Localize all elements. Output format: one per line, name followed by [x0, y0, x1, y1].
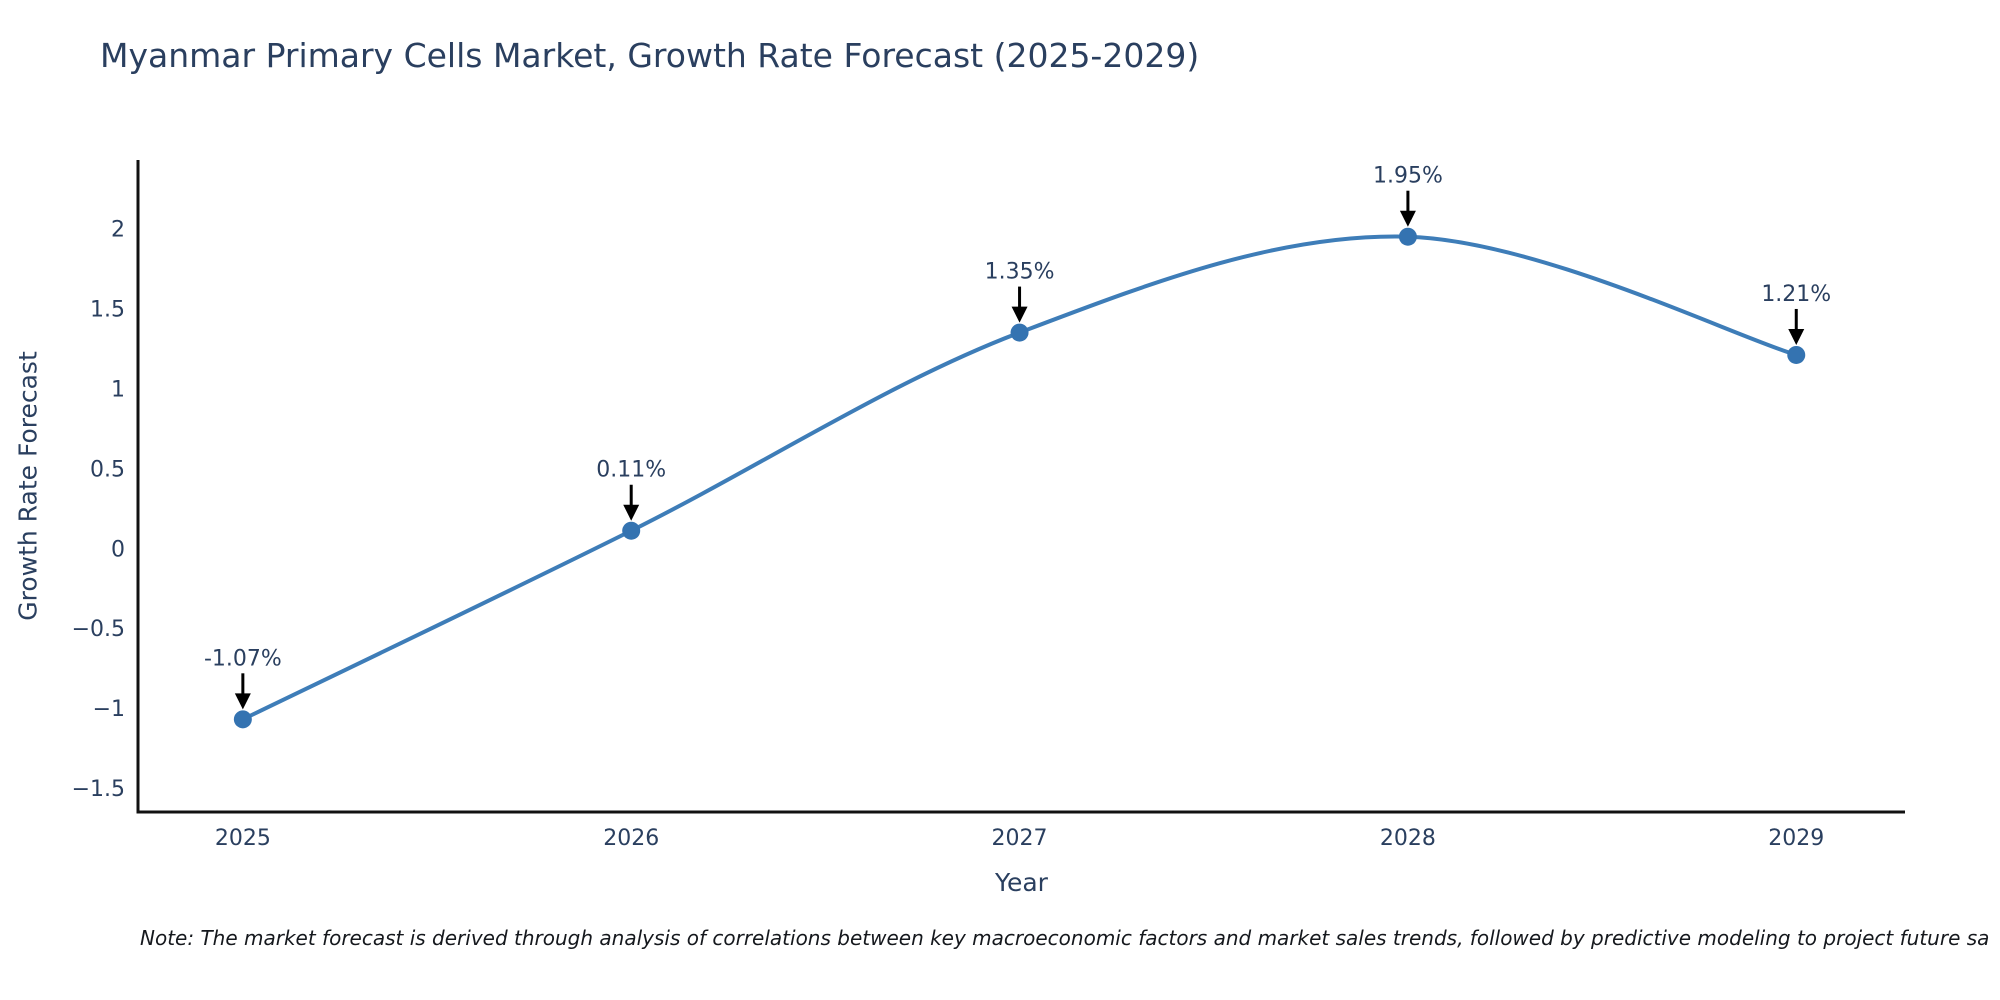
- x-tick-label: 2029: [1768, 826, 1824, 851]
- y-tick-label: −0.5: [72, 617, 125, 642]
- x-tick-label: 2026: [603, 826, 659, 851]
- y-tick-label: −1.5: [72, 777, 125, 802]
- data-point-marker: [1787, 345, 1806, 364]
- data-point-marker: [1010, 323, 1029, 342]
- annotation-arrow-head: [1788, 328, 1805, 345]
- y-tick-label: 1.5: [90, 298, 125, 323]
- annotation-arrow-head: [1011, 306, 1028, 323]
- x-tick-label: 2025: [215, 826, 271, 851]
- data-point-marker: [233, 710, 252, 729]
- y-tick-label: −1: [93, 697, 125, 722]
- y-tick-label: 0.5: [90, 457, 125, 482]
- data-point-label: 1.95%: [1373, 164, 1443, 189]
- data-point-marker: [622, 521, 641, 540]
- data-point-label: -1.07%: [204, 646, 282, 671]
- x-axis-title: Year: [995, 868, 1048, 897]
- y-tick-label: 0: [111, 537, 125, 562]
- y-tick-label: 1: [111, 378, 125, 403]
- data-point-label: 1.35%: [985, 260, 1055, 285]
- x-tick-label: 2028: [1380, 826, 1436, 851]
- data-point-marker: [1398, 227, 1417, 246]
- annotation-arrow-head: [234, 693, 251, 710]
- annotation-arrow-head: [1399, 210, 1416, 227]
- y-axis-title: Growth Rate Forecast: [13, 351, 43, 621]
- data-point-label: 1.21%: [1761, 282, 1831, 307]
- annotation-arrow-head: [623, 504, 640, 521]
- data-point-label: 0.11%: [596, 458, 666, 483]
- y-tick-label: 2: [111, 218, 125, 243]
- chart-footnote: Note: The market forecast is derived thr…: [140, 926, 1990, 950]
- chart-title: Myanmar Primary Cells Market, Growth Rat…: [100, 36, 1200, 75]
- x-tick-label: 2027: [992, 826, 1048, 851]
